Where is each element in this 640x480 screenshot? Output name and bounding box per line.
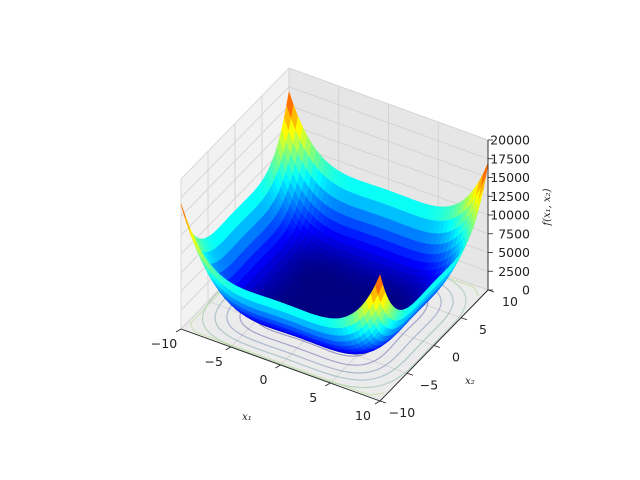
z-tick-label: 10000 (490, 208, 530, 223)
z-axis-label: f(x₁, x₂) (542, 188, 553, 226)
surface-cell (375, 274, 383, 296)
z-tick-label: 5000 (498, 245, 530, 260)
z-tick-label: 20000 (490, 133, 530, 148)
y-tick-mark (460, 317, 468, 321)
y-tick-label: −5 (420, 377, 438, 392)
grid-line (180, 67, 290, 180)
x-tick-mark (175, 328, 182, 333)
z-tick-label: 0 (522, 283, 530, 298)
y-tick-label: 5 (479, 322, 487, 337)
y-axis-label: x₂ (465, 376, 475, 387)
grid-line (288, 67, 489, 141)
y-tick-label: −10 (389, 405, 415, 420)
grid-line (288, 123, 489, 197)
y-tick-label: 0 (452, 350, 460, 365)
grid-line (180, 105, 290, 217)
x-tick-label: −5 (205, 354, 223, 369)
x-tick-label: 5 (309, 390, 317, 405)
z-tick-label: 7500 (498, 226, 530, 241)
grid-line (288, 86, 489, 160)
y-tick-mark (379, 400, 387, 404)
z-axis-ticks: 0 2500 5000 7500 10000 12500 15000 17500 20000 (488, 133, 530, 298)
x-tick-mark (325, 382, 331, 387)
surface-mesh (180, 91, 489, 355)
y-tick-mark (406, 372, 414, 376)
y-tick-mark (433, 345, 441, 348)
x-tick-mark (275, 364, 281, 369)
grid-line (180, 123, 290, 236)
z-tick-label: 2500 (498, 264, 530, 279)
x-tick-mark (225, 346, 231, 351)
z-tick-label: 12500 (490, 189, 530, 204)
grid-line (180, 142, 290, 255)
grid-line (288, 105, 489, 178)
y-axis-ticks: −10 −5 0 5 10 (379, 289, 518, 420)
grid-line (180, 86, 290, 199)
x-tick-label: 10 (355, 408, 371, 423)
z-tick-label: 15000 (490, 170, 530, 185)
x-tick-mark (374, 400, 381, 405)
z-tick-label: 17500 (490, 151, 530, 166)
x-tick-label: −10 (151, 336, 177, 351)
y-tick-label: 10 (502, 294, 518, 309)
x-axis-label: x₁ (242, 412, 252, 423)
grid-line (288, 142, 489, 216)
x-axis-ticks: −10 −5 0 5 10 (151, 328, 381, 423)
x-tick-label: 0 (260, 372, 268, 387)
